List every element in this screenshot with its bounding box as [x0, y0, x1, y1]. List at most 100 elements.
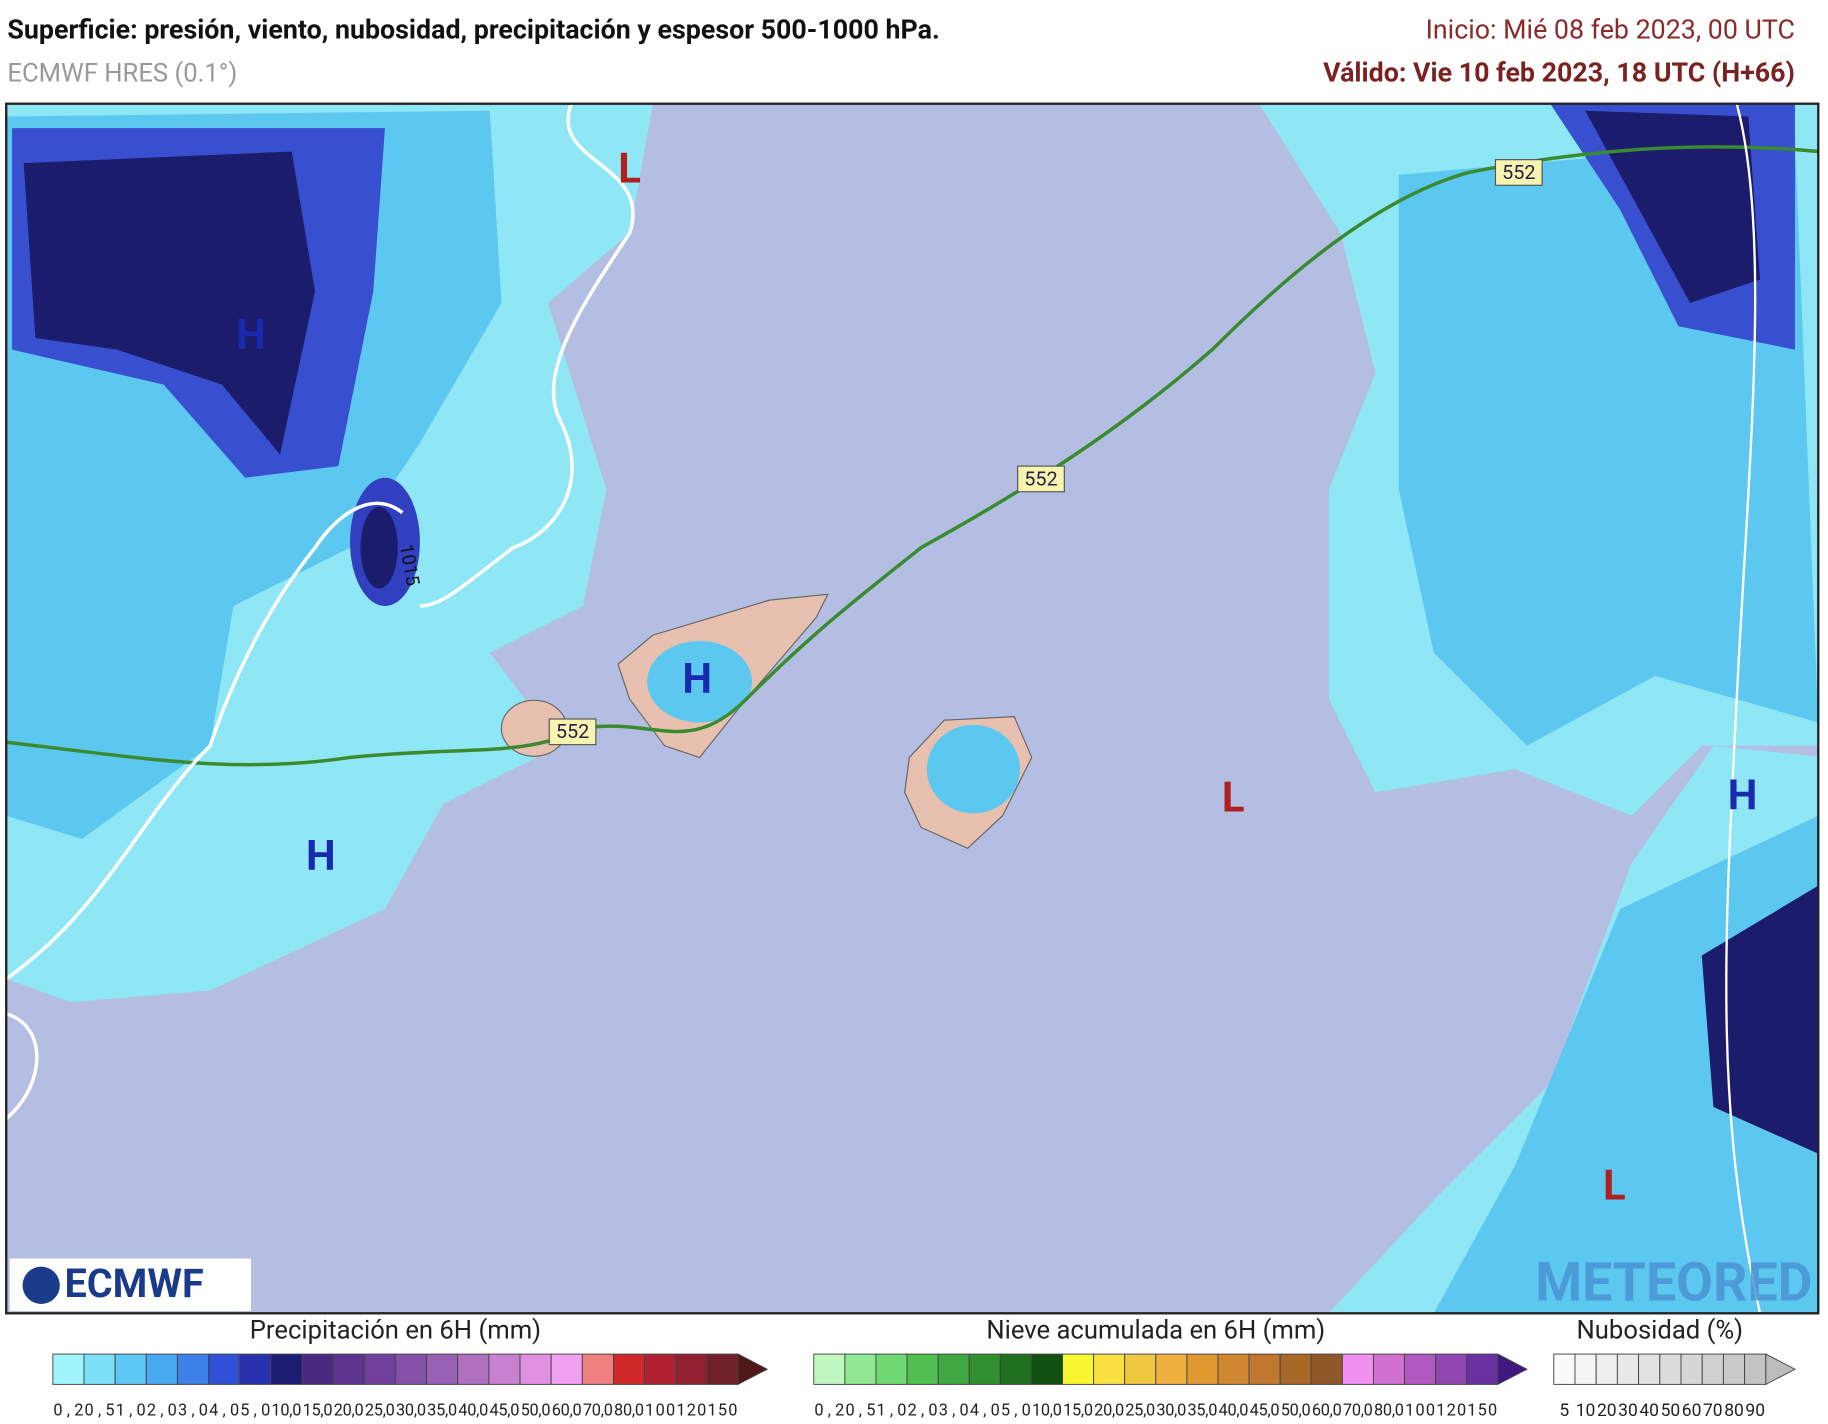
legend-swatch — [1248, 1353, 1281, 1385]
legend-label: 35,0 — [427, 1400, 457, 1419]
legend-label: 35,0 — [1187, 1400, 1217, 1419]
legend-label: 0,5 — [845, 1400, 875, 1419]
legend-label: 60,0 — [1312, 1400, 1342, 1419]
legend-label: 60,0 — [552, 1400, 582, 1419]
legend-label: 150 — [1467, 1400, 1497, 1419]
legend-swatch — [550, 1353, 583, 1385]
legend-swatch — [270, 1353, 303, 1385]
legend-swatch — [1217, 1353, 1250, 1385]
legend-swatch — [644, 1353, 677, 1385]
model: ECMWF HRES (0.1°) — [7, 58, 237, 88]
legend-label: 30,0 — [1156, 1400, 1186, 1419]
title: Superficie: presión, viento, nubosidad, … — [7, 14, 939, 46]
legend-label: 70,0 — [1343, 1400, 1373, 1419]
legend-swatch — [1062, 1353, 1095, 1385]
pressure-center: H — [306, 832, 336, 881]
legend-label: 4,0 — [209, 1400, 239, 1419]
legend-label: 50,0 — [521, 1400, 551, 1419]
legend-swatch — [1466, 1353, 1499, 1385]
legend-label: 15,0 — [1063, 1400, 1093, 1419]
legend-swatch — [1722, 1353, 1746, 1385]
legend-swatch — [1595, 1353, 1618, 1385]
legend-label: 120 — [676, 1400, 706, 1419]
legend-swatch — [813, 1353, 846, 1385]
legend-swatch — [1744, 1353, 1767, 1385]
legend-label: 5,0 — [1001, 1400, 1031, 1419]
legend-label: 5,0 — [240, 1400, 270, 1419]
legend-swatch — [239, 1353, 272, 1385]
legend-label: 10,0 — [271, 1400, 301, 1419]
isoline-label-box — [548, 718, 597, 746]
legend-label: 40,0 — [458, 1400, 488, 1419]
legend-swatch — [1574, 1353, 1597, 1385]
legend-swatch — [581, 1353, 614, 1385]
pressure-center: H — [1728, 771, 1758, 820]
pressure-center: H — [682, 655, 712, 704]
legend-title: Nubosidad (%) — [1577, 1316, 1744, 1346]
legend-label: 3,0 — [178, 1400, 208, 1419]
legend-title: Nieve acumulada en 6H (mm) — [986, 1316, 1325, 1346]
logo-ecmwf: ECMWF — [64, 1260, 203, 1307]
legend-swatch — [1124, 1353, 1157, 1385]
legend-swatch — [301, 1353, 334, 1385]
legend-swatch — [208, 1353, 241, 1385]
legend-label: 0,2 — [53, 1400, 83, 1419]
legend-swatch — [457, 1353, 490, 1385]
legend-swatch — [1404, 1353, 1437, 1385]
legend-arrow — [737, 1353, 769, 1386]
pressure-center: L — [618, 144, 641, 193]
legend-label: 25,0 — [365, 1400, 395, 1419]
legend-swatch — [1030, 1353, 1063, 1385]
legend-label: 40 — [1639, 1401, 1659, 1421]
legend-swatch — [519, 1353, 552, 1385]
logo-meteored: METEORED — [1535, 1252, 1812, 1315]
init-time: Inicio: Mié 08 feb 2023, 00 UTC — [1426, 14, 1795, 46]
legend-label: 80,0 — [1374, 1400, 1404, 1419]
legend-swatch — [1341, 1353, 1374, 1385]
legend-swatch — [1659, 1353, 1682, 1385]
legend-arrow — [1765, 1353, 1796, 1386]
legend-swatch — [426, 1353, 459, 1385]
legend-label: 10,0 — [1032, 1400, 1062, 1419]
legend-swatch — [612, 1353, 646, 1385]
legend-swatch — [1155, 1353, 1188, 1385]
legend-swatch — [1680, 1353, 1703, 1385]
legend-swatch — [114, 1353, 147, 1385]
isoline-label: 552 — [556, 720, 589, 743]
legend-swatch — [706, 1353, 739, 1385]
legend-label: 4,0 — [970, 1400, 1000, 1419]
legend-label: 15,0 — [303, 1400, 333, 1419]
legend-label: 50,0 — [1281, 1400, 1311, 1419]
legend-swatch — [1279, 1353, 1312, 1385]
legend-swatch — [675, 1353, 708, 1385]
legend-label: 45,0 — [1250, 1400, 1280, 1419]
legend-label: 1,0 — [877, 1400, 907, 1419]
legend-swatch — [875, 1353, 908, 1385]
legend-label: 1,0 — [116, 1400, 146, 1419]
legend-swatch — [83, 1353, 116, 1385]
legend-label: 5 — [1559, 1401, 1569, 1421]
legend-swatch — [1616, 1353, 1640, 1385]
legend-label: 3,0 — [939, 1400, 969, 1419]
legend-swatch — [1186, 1353, 1219, 1385]
legend-label: 150 — [707, 1400, 737, 1419]
legend-label: 40,0 — [1219, 1400, 1249, 1419]
legend-swatch — [394, 1353, 428, 1385]
legend-label: 70,0 — [583, 1400, 613, 1419]
legend-label: 20,0 — [1094, 1400, 1124, 1419]
pressure-center: H — [236, 311, 266, 360]
legend-label: 90 — [1745, 1401, 1765, 1421]
legend-label: 20 — [1597, 1401, 1617, 1421]
legend-label: 80 — [1724, 1401, 1744, 1421]
isoline-label: 552 — [1502, 161, 1535, 184]
legend-label: 70 — [1703, 1401, 1723, 1421]
legend-swatch — [52, 1353, 85, 1385]
legend-swatch — [844, 1353, 877, 1385]
legend-swatch — [332, 1353, 365, 1385]
isoline-label-box — [1017, 465, 1065, 493]
legend-swatch — [176, 1353, 210, 1385]
isoline-label: 552 — [1024, 467, 1057, 490]
legend-swatch — [968, 1353, 1001, 1385]
legend-label: 120 — [1436, 1400, 1466, 1419]
